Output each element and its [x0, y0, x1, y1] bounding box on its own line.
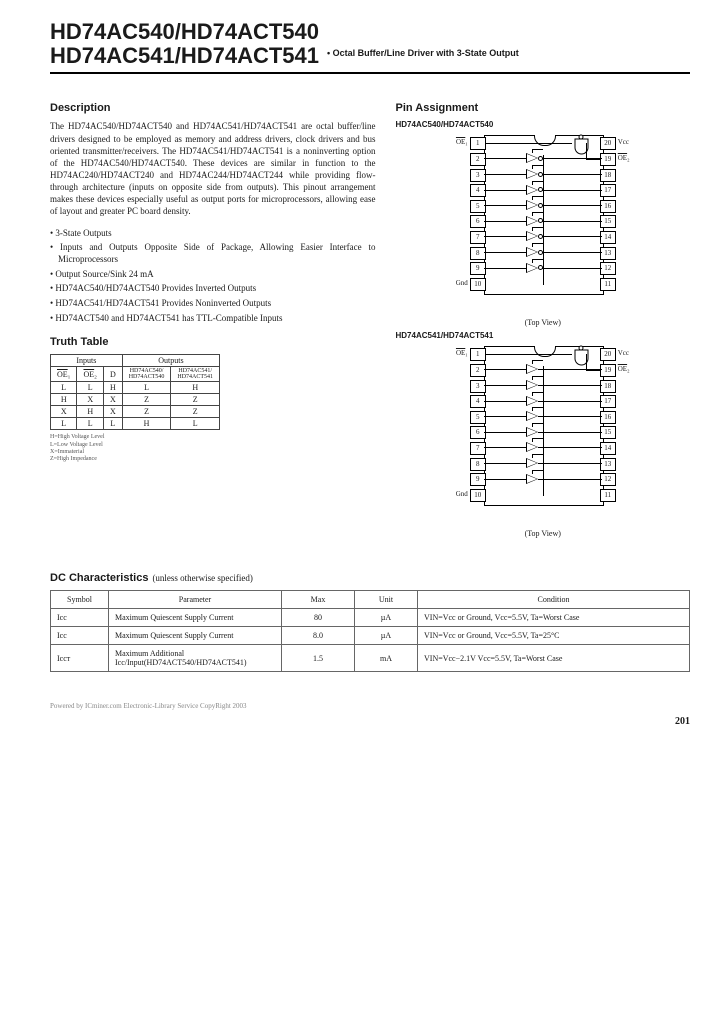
tt-inputs-header: Inputs: [51, 355, 123, 367]
dc-col-param: Parameter: [109, 591, 282, 609]
header: HD74AC540/HD74ACT540 HD74AC541/HD74ACT54…: [50, 20, 690, 74]
tt-col: OE₁: [51, 367, 77, 382]
dc-col-cond: Condition: [418, 591, 690, 609]
tt-legend: H=High Voltage Level L=Low Voltage Level…: [50, 434, 376, 463]
tt-col: HD74AC541/HD74ACT541: [171, 367, 220, 382]
datasheet-page: HD74AC540/HD74ACT540 HD74AC541/HD74ACT54…: [0, 0, 720, 737]
chip1-diagram: 1OE₁20Vcc219OE₂31841751661571481391210Gn…: [438, 131, 648, 316]
feature-item: • Output Source/Sink 24 mA: [50, 269, 376, 281]
dc-row: Icc Maximum Quiescent Supply Current 8.0…: [51, 627, 690, 645]
left-column: Description The HD74AC540/HD74ACT540 and…: [50, 94, 376, 538]
pin-assignment-heading: Pin Assignment: [396, 102, 691, 114]
dc-table: Symbol Parameter Max Unit Condition Icc …: [50, 590, 690, 672]
tt-col: HD74AC540/HD74ACT540: [122, 367, 171, 382]
tt-row: LLLHL: [51, 418, 220, 430]
tt-outputs-header: Outputs: [122, 355, 219, 367]
feature-item: • HD74AC541/HD74ACT541 Provides Noninver…: [50, 298, 376, 310]
feature-item: • HD74AC540/HD74ACT540 Provides Inverted…: [50, 283, 376, 295]
part-numbers: HD74AC540/HD74ACT540 HD74AC541/HD74ACT54…: [50, 20, 519, 68]
dc-row: Icc Maximum Quiescent Supply Current 80 …: [51, 609, 690, 627]
chip2-diagram: 1OE₁20Vcc219OE₂31841751661571481391210Gn…: [438, 342, 648, 527]
feature-item: • 3-State Outputs: [50, 228, 376, 240]
tt-row: LLHLH: [51, 382, 220, 394]
description-text: The HD74AC540/HD74ACT540 and HD74AC541/H…: [50, 120, 376, 217]
page-number: 201: [50, 716, 690, 727]
top-view-1: (Top View): [396, 318, 691, 327]
dc-col-unit: Unit: [355, 591, 418, 609]
right-column: Pin Assignment HD74AC540/HD74ACT540 1OE₁…: [396, 94, 691, 538]
feature-item: • Inputs and Outputs Opposite Side of Pa…: [50, 242, 376, 265]
truth-table-heading: Truth Table: [50, 336, 376, 348]
description-heading: Description: [50, 102, 376, 114]
title-line-2: HD74AC541/HD74ACT541: [50, 44, 319, 68]
dc-col-symbol: Symbol: [51, 591, 109, 609]
header-rule: [50, 72, 690, 74]
tt-row: HXXZZ: [51, 394, 220, 406]
title-line-1: HD74AC540/HD74ACT540: [50, 20, 519, 44]
tt-col: D: [103, 367, 122, 382]
features-list: • 3-State Outputs • Inputs and Outputs O…: [50, 228, 376, 325]
tt-col: OE₂: [77, 367, 103, 382]
dc-col-max: Max: [282, 591, 355, 609]
main-content: Description The HD74AC540/HD74ACT540 and…: [50, 94, 690, 538]
tt-row: XHXZZ: [51, 406, 220, 418]
top-view-2: (Top View): [396, 529, 691, 538]
chip2-label: HD74AC541/HD74ACT541: [396, 331, 691, 340]
dc-sub: (unless otherwise specified): [152, 573, 252, 583]
subtitle: • Octal Buffer/Line Driver with 3-State …: [327, 48, 519, 59]
chip1-label: HD74AC540/HD74ACT540: [396, 120, 691, 129]
footer-text: Powered by ICminer.com Electronic-Librar…: [50, 702, 690, 710]
dc-characteristics: DC Characteristics (unless otherwise spe…: [50, 568, 690, 672]
feature-item: • HD74ACT540 and HD74ACT541 has TTL-Comp…: [50, 313, 376, 325]
truth-table: Inputs Outputs OE₁ OE₂ D HD74AC540/HD74A…: [50, 354, 220, 430]
dc-row: Iccт Maximum Additional Icc/Input(HD74AC…: [51, 645, 690, 672]
dc-heading: DC Characteristics: [50, 572, 148, 584]
